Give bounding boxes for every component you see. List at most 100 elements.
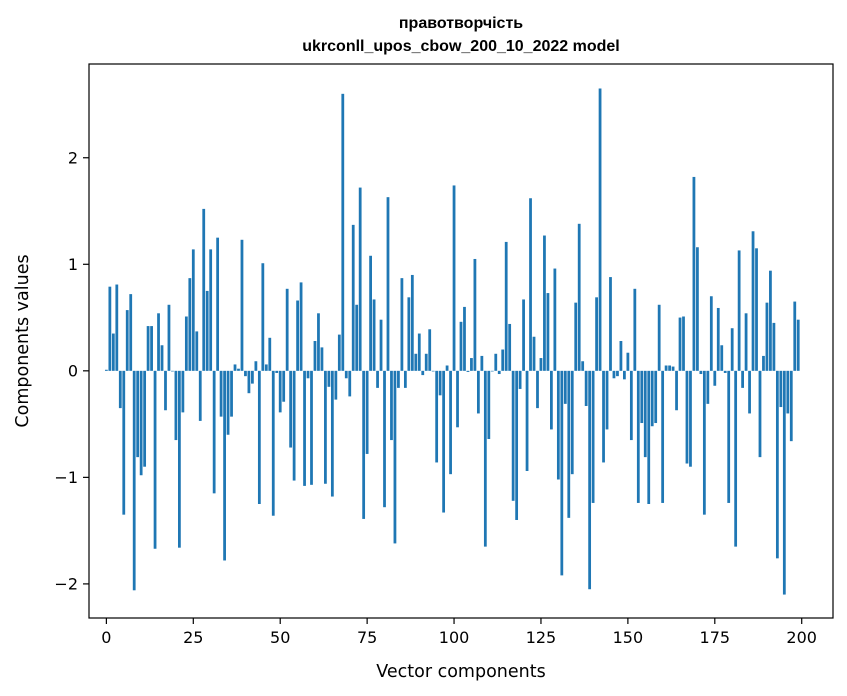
bar: [198, 370, 202, 421]
bar: [612, 370, 616, 379]
bar: [289, 370, 293, 448]
bar: [104, 369, 108, 371]
bar: [223, 370, 226, 561]
bar: [459, 321, 463, 371]
bar: [251, 370, 254, 384]
bar: [132, 370, 136, 591]
bar: [762, 355, 765, 371]
x-tick-label: 150: [613, 628, 644, 647]
bar: [143, 370, 147, 467]
bar: [184, 316, 188, 371]
bar: [504, 241, 508, 371]
bar: [796, 319, 800, 371]
bar: [525, 370, 529, 471]
bar: [696, 247, 699, 371]
bar: [233, 364, 237, 371]
bar: [317, 313, 320, 371]
x-tick-label: 175: [700, 628, 731, 647]
bar: [445, 365, 449, 371]
bar: [372, 299, 376, 371]
bar: [431, 370, 435, 372]
bar: [355, 304, 359, 371]
bar: [661, 370, 665, 503]
bar: [337, 334, 341, 371]
bar: [410, 274, 414, 371]
bar: [327, 370, 331, 387]
bar: [560, 370, 564, 576]
bar: [390, 370, 393, 441]
bar: [146, 326, 150, 371]
bar: [636, 370, 640, 503]
bar: [383, 370, 386, 508]
bar: [150, 326, 153, 371]
bar: [483, 370, 487, 547]
bar: [421, 370, 425, 376]
bar: [463, 306, 466, 371]
bar: [219, 370, 223, 417]
bar: [275, 370, 279, 373]
bar: [334, 370, 338, 400]
bar: [772, 322, 776, 371]
bar: [556, 370, 560, 480]
bar: [310, 370, 313, 485]
bar: [692, 176, 696, 371]
x-tick-label: 25: [183, 628, 203, 647]
bar: [268, 337, 272, 371]
bar: [654, 370, 658, 424]
bar: [643, 370, 647, 458]
bar: [775, 370, 779, 559]
bar: [456, 370, 459, 428]
bar: [160, 345, 164, 371]
bar: [139, 370, 143, 476]
bar: [744, 313, 748, 371]
bar: [529, 198, 532, 371]
bar: [365, 370, 369, 454]
bar: [727, 370, 731, 503]
bar: [713, 370, 717, 386]
x-tick-label: 200: [786, 628, 817, 647]
bar: [111, 333, 115, 371]
bar: [473, 258, 477, 371]
bar: [671, 366, 675, 371]
bar: [577, 223, 581, 371]
bar: [386, 197, 390, 371]
bar: [584, 370, 588, 406]
bar: [720, 345, 724, 371]
bar: [178, 370, 181, 548]
bar: [685, 370, 689, 464]
x-tick-label: 125: [526, 628, 557, 647]
bar: [125, 310, 129, 371]
bar: [216, 237, 220, 371]
bar: [640, 370, 644, 424]
bar: [647, 370, 651, 504]
bar: [602, 370, 605, 463]
bar: [358, 187, 362, 371]
bar: [470, 358, 473, 371]
bar: [748, 370, 751, 414]
bar: [546, 293, 550, 371]
bar: [522, 299, 525, 371]
y-axis-ticks: −2 −1 0 1 2: [54, 148, 89, 593]
bar: [181, 370, 185, 413]
bar: [330, 370, 334, 497]
bar: [595, 297, 598, 371]
x-axis-label: Vector components: [376, 662, 545, 682]
bar: [591, 370, 595, 503]
bar: [282, 370, 286, 402]
bar: [376, 370, 379, 388]
bar: [115, 284, 119, 371]
bar: [324, 370, 327, 484]
bar: [400, 278, 404, 371]
bar: [341, 93, 345, 371]
bar: [581, 361, 585, 371]
bar: [348, 370, 352, 397]
bar: [191, 249, 195, 371]
bar: [442, 370, 446, 513]
bar: [403, 370, 407, 388]
bar: [320, 347, 324, 371]
bar: [157, 313, 160, 371]
chart-subtitle: ukrconll_upos_cbow_200_10_2022 model: [302, 38, 619, 55]
bar: [563, 370, 567, 404]
bar: [629, 370, 633, 441]
